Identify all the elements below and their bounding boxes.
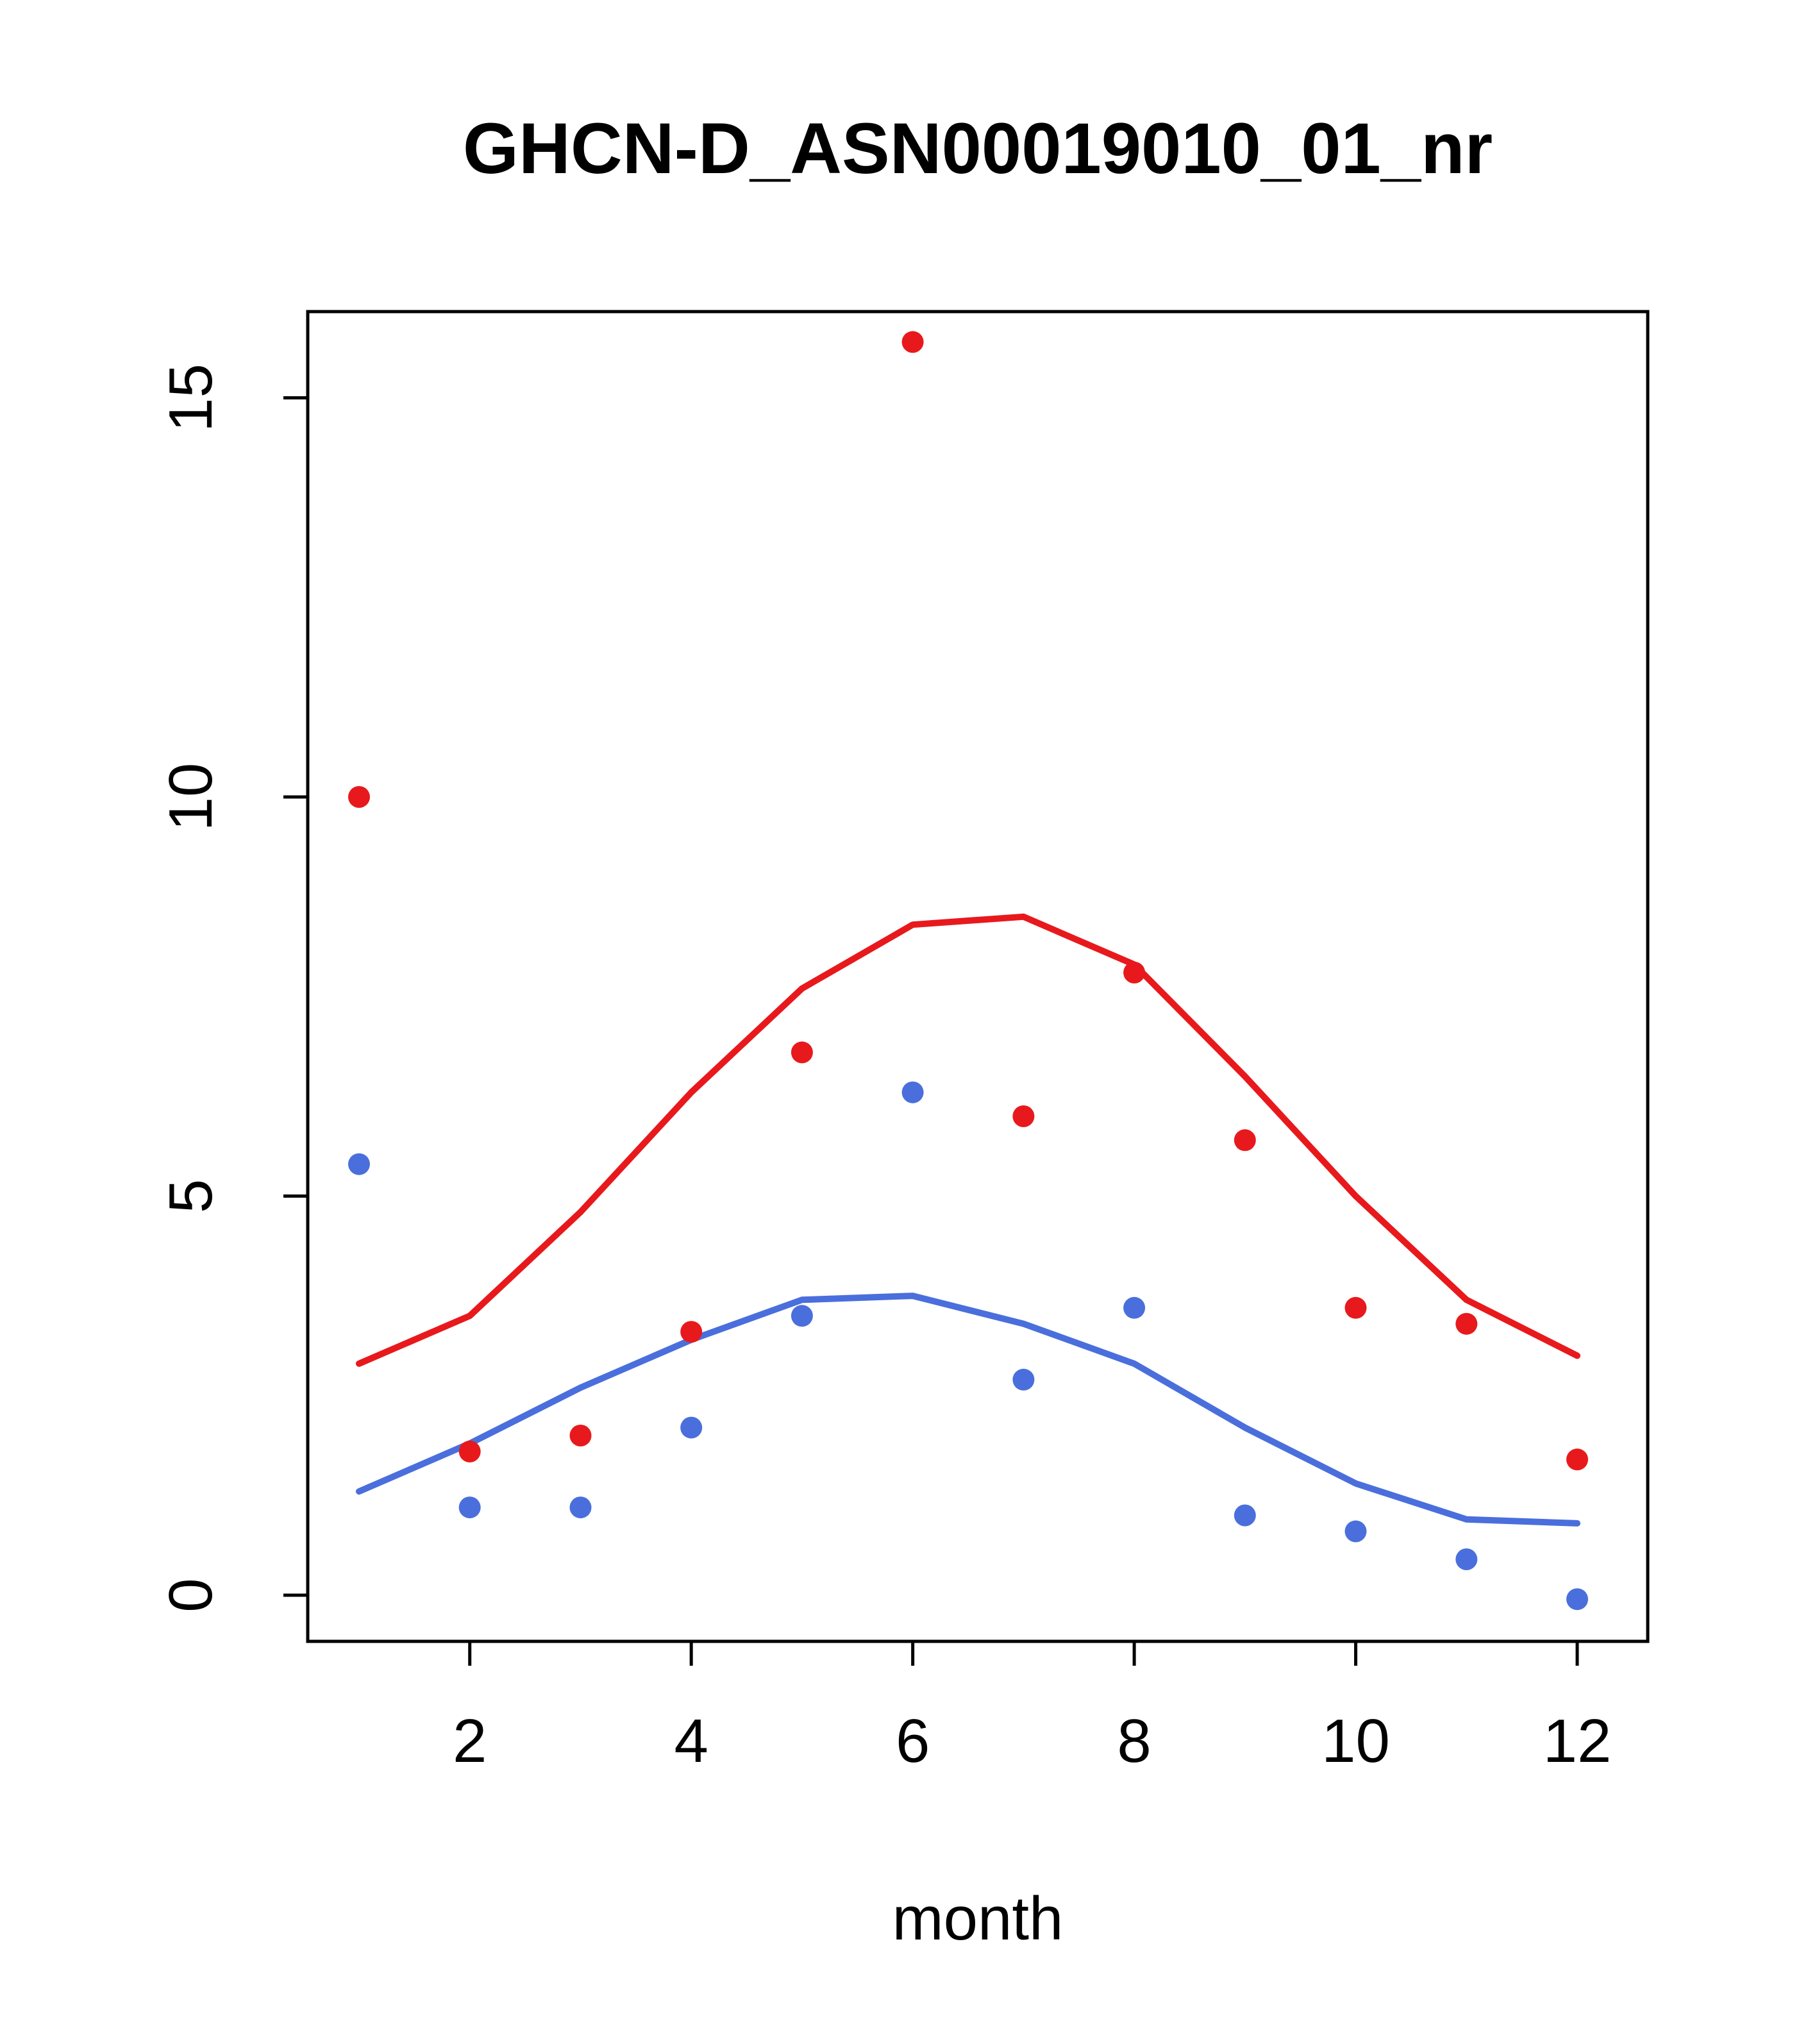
- blue-points-marker: [1344, 1520, 1367, 1543]
- blue-points-marker: [1234, 1504, 1256, 1527]
- y-axis-ticks: 0 5 10 15: [156, 364, 308, 1613]
- chart-title: GHCN-D_ASN00019010_01_nr: [463, 108, 1493, 188]
- x-axis-label: month: [892, 1884, 1064, 1953]
- blue-points: [348, 1081, 1588, 1611]
- red-points-marker: [348, 786, 370, 808]
- y-tick-label: 10: [156, 763, 225, 832]
- red-points-marker: [901, 331, 924, 353]
- red-points-marker: [680, 1321, 703, 1343]
- red-points-marker: [791, 1041, 813, 1064]
- red-points-marker: [458, 1440, 481, 1462]
- x-axis-ticks: 2 4 6 8 10 12: [453, 1641, 1611, 1775]
- blue-points-marker: [458, 1496, 481, 1519]
- x-tick-label: 10: [1321, 1707, 1390, 1775]
- blue-points-marker: [348, 1153, 370, 1175]
- x-tick-label: 4: [674, 1707, 708, 1775]
- plot-box: [306, 310, 1650, 1643]
- blue-points-marker: [1566, 1588, 1588, 1611]
- blue-points-marker: [1455, 1548, 1478, 1570]
- blue-points-marker: [1012, 1368, 1035, 1391]
- x-tick-label: 8: [1117, 1707, 1151, 1775]
- blue-line: [356, 1293, 1580, 1527]
- blue-points-marker: [1123, 1296, 1146, 1319]
- blue-points-marker: [791, 1305, 813, 1327]
- red-points-marker: [1344, 1296, 1367, 1319]
- red-points-marker: [1123, 961, 1146, 984]
- red-line: [356, 913, 1580, 1367]
- y-tick-label: 15: [156, 364, 225, 432]
- red-points-marker: [1012, 1105, 1035, 1127]
- y-tick-label: 5: [156, 1179, 225, 1213]
- y-tick-label: 0: [156, 1578, 225, 1612]
- red-points-marker: [569, 1425, 592, 1446]
- x-tick-label: 12: [1543, 1707, 1612, 1775]
- data-points: [348, 331, 1588, 1611]
- blue-points-marker: [901, 1081, 924, 1103]
- red-points-marker: [1455, 1312, 1478, 1335]
- x-tick-label: 6: [896, 1707, 930, 1775]
- blue-points-marker: [680, 1416, 703, 1439]
- red-points-marker: [1234, 1129, 1256, 1152]
- red-points: [348, 331, 1588, 1471]
- red-points-marker: [1566, 1448, 1588, 1471]
- data-lines: [356, 913, 1580, 1527]
- x-tick-label: 2: [453, 1707, 487, 1775]
- blue-points-marker: [569, 1496, 592, 1519]
